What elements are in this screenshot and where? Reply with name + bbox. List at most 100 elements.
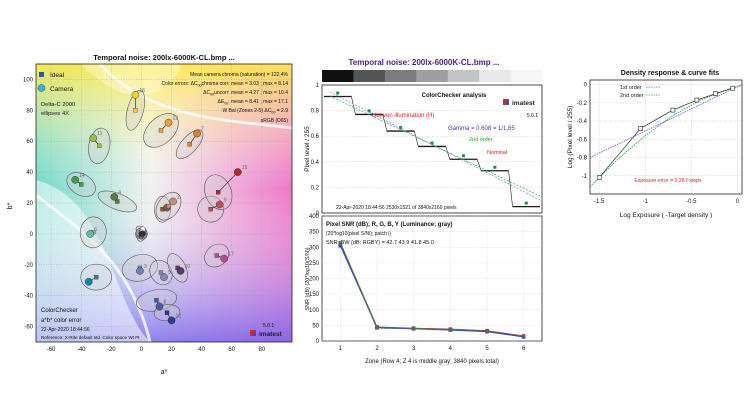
ab-y-tick-label: 40 (26, 170, 33, 176)
cc-ticks: 0 0.2 0.4 0.6 0.8 1 (311, 83, 320, 217)
density-x-tick-label: -1.5 (594, 199, 605, 205)
snr-y-tick-label: 350 (309, 230, 320, 236)
snr-y-tick-label: 250 (309, 261, 320, 267)
snr-y-tick-label: 400 (309, 214, 320, 220)
patch-number: 8 (163, 299, 166, 305)
snr-point (411, 326, 416, 331)
patch-number: 5 (168, 270, 171, 276)
patch-number: 4 (118, 190, 121, 196)
snr-x-tick-label: 1 (339, 346, 343, 352)
camera-marker (140, 231, 146, 237)
camera-marker (110, 193, 119, 201)
ab-y-tick-label: 80 (26, 108, 33, 114)
ab-plot-frame (35, 63, 293, 343)
ab-imatest-logo: imatest (250, 330, 283, 338)
snr-title: Pixel SNR (dB); R, G, B, Y (Luminance; g… (326, 222, 452, 228)
ideal-marker (158, 270, 164, 275)
density-ticks: -1.5 -1 -0.5 0 -1 -0.8 -0.6 -0.4 -0.2 0 (577, 83, 740, 205)
gray-strip-patch (384, 70, 417, 82)
ab-x-tick-label: 80 (259, 347, 266, 353)
camera-marker (136, 267, 144, 275)
ideal-marker (166, 203, 171, 209)
snr-y-tick-label: 0 (316, 339, 320, 345)
cc-y-tick-label: 0.2 (311, 185, 320, 191)
legend-1st-order: 1st order (620, 85, 642, 91)
patch-number: 16 (139, 88, 145, 94)
ab-stat-line2: Color errors: ΔC00chroma corr: mean = 3.… (161, 81, 288, 88)
density-plot-bg (590, 80, 742, 194)
ideal-marker (94, 274, 99, 280)
cc-nominal-note: Nominal (487, 150, 507, 156)
ab-x-tick-label: -20 (107, 347, 116, 353)
legend-ideal-marker (39, 72, 44, 77)
cc-imatest-logo: imatest (503, 99, 536, 107)
density-y-tick-label: -1 (582, 174, 588, 180)
ideal-marker (154, 298, 159, 303)
snr-y-tick-label: 300 (309, 245, 320, 251)
ab-stat-line5: W Bal (Zones 2-5) ΔC00 = 2.9 (222, 108, 288, 115)
ab-footer-date: 22-Apr-2020 18:44:56 (41, 327, 90, 333)
density-point (596, 175, 602, 180)
snr-chart: Pixel SNR (dB); R, G, B, Y (Luminance; g… (305, 214, 543, 365)
ab-points: 123456789101112131415161718 (71, 88, 248, 325)
ab-y-tick-label: 0 (30, 232, 34, 238)
second-order-fit (589, 85, 743, 188)
cc-illum-note: Uneven illumination (H) (372, 113, 434, 119)
ab-annotation-ellipses: ellipses 4X (41, 111, 69, 117)
camera-marker (215, 200, 224, 209)
ideal-marker (164, 310, 170, 315)
camera-marker (167, 316, 176, 325)
ab-x-tick-label: 60 (228, 347, 235, 353)
ab-stats: Mean camera chroma (saturation) = 122.4%… (161, 72, 288, 124)
snr-x-tick-label: 3 (412, 346, 416, 352)
snr-y-tick-label: 100 (309, 308, 320, 314)
ab-version: 5.0.1 (263, 323, 274, 329)
snr-x-tick-label: 5 (485, 346, 489, 352)
ab-stat-chroma: Mean camera chroma (saturation) = 122.4% (190, 72, 289, 78)
camera-marker (155, 302, 164, 311)
ab-ticks: -60 -40 -20 0 20 40 60 80 -60 -40 -20 0 20 40 60 80 100 (23, 77, 266, 353)
camera-marker (84, 277, 93, 286)
ab-y-tick-label: 20 (26, 201, 33, 207)
ab-x-tick-label: -60 (47, 347, 56, 353)
patch-number: 13 (176, 313, 182, 319)
camera-marker (164, 118, 173, 127)
cc-y-tick-label: 0 (316, 211, 320, 217)
ideal-marker (214, 253, 219, 258)
snr-point (485, 329, 489, 333)
ab-legend: Ideal Camera (37, 72, 74, 93)
ab-footer-subtitle: a*b* color error (41, 318, 81, 324)
ab-x-axis-label: a* (161, 369, 168, 376)
snr-series (338, 241, 526, 339)
ab-chart-title: Temporal noise: 200lx-6000K-CL.bmp ... (93, 53, 235, 62)
density-y-tick-label: 0 (584, 83, 588, 89)
patch-number: 14 (79, 173, 85, 179)
density-y-tick-label: -0.4 (577, 119, 588, 125)
cc-step-marker (493, 165, 497, 169)
snr-y-tick-label: 150 (309, 292, 320, 298)
cc-step-marker (461, 154, 465, 158)
density-point (670, 107, 676, 113)
density-point (730, 85, 736, 91)
cc-step-marker (430, 141, 434, 145)
error-vector (217, 171, 239, 193)
ab-y-tick-label: -60 (24, 325, 33, 331)
ideal-marker (115, 199, 120, 204)
camera-marker (169, 197, 177, 206)
cc-y-tick-label: 0.4 (311, 160, 320, 166)
ideal-marker (208, 207, 213, 212)
snr-subtitle: (20*log10(pixel S/Ni); patch i) (326, 231, 391, 237)
snr-grid (322, 215, 542, 342)
camera-marker (86, 230, 95, 238)
density-y-tick-label: -0.2 (577, 101, 588, 107)
snr-point (375, 325, 379, 330)
ab-y-tick-label: 60 (26, 139, 33, 145)
cc-footer: 22-Apr-2020 18:44:56 2530x1521 of 3840x2… (336, 205, 457, 211)
legend-camera-label: Camera (50, 86, 74, 93)
ab-color-error-chart: Temporal noise: 200lx-6000K-CL.bmp ... 1… (7, 53, 293, 376)
ideal-marker (216, 190, 221, 195)
density-response-chart: Density response & curve fits -1.5 -1 -0.5… (567, 70, 743, 219)
ideal-marker (133, 108, 138, 113)
density-y-tick-label: -0.8 (577, 156, 588, 162)
density-y-axis-label: Log (Pixel level / 255) (567, 106, 574, 169)
